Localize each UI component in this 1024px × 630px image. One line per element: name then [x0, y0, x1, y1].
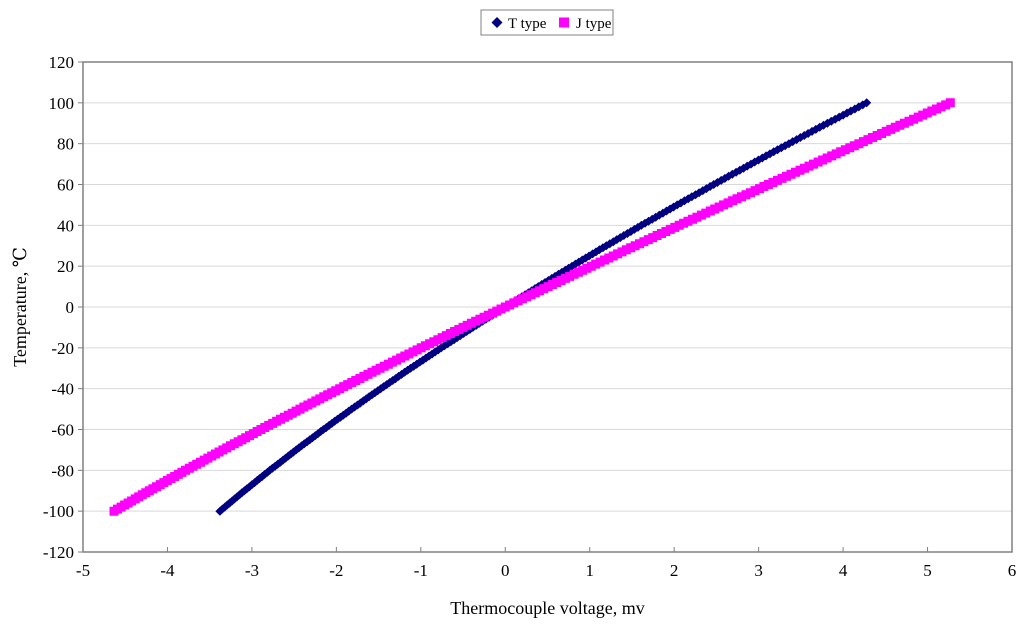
x-tick-label: 6	[1008, 561, 1017, 580]
legend: T type J type	[480, 9, 614, 36]
legend-box	[480, 9, 614, 36]
x-tick-label: -4	[160, 561, 175, 580]
x-tick-label: -5	[76, 561, 90, 580]
x-tick-label: 3	[754, 561, 763, 580]
x-tick-label: -2	[329, 561, 343, 580]
y-tick-label: -40	[51, 380, 74, 399]
x-tick-label: 5	[923, 561, 932, 580]
axis-tick-labels: -5 -4 -3 -2 -1 0 1 2 3 4 5 6 -120 -100 -80 -60 -40 -20 0 20…	[43, 53, 1016, 580]
series-group	[109, 98, 955, 516]
y-tick-label: -100	[43, 502, 74, 521]
y-tick-label: 0	[66, 298, 75, 317]
y-tick-label: -120	[43, 543, 74, 562]
y-tick-label: 100	[49, 94, 75, 113]
y-tick-label: -20	[51, 339, 74, 358]
x-axis-title: Thermocouple voltage, mv	[450, 598, 644, 618]
y-tick-label: 60	[57, 176, 74, 195]
y-tick-label: 40	[57, 216, 74, 235]
x-tick-label: -1	[414, 561, 428, 580]
y-tick-label: 20	[57, 257, 74, 276]
y-tick-label: 120	[49, 53, 75, 72]
legend-label: T type	[508, 16, 547, 32]
y-tick-label: -80	[51, 461, 74, 480]
legend-diamond-icon	[491, 17, 503, 28]
y-axis-title: Temperature, ℃	[10, 247, 30, 367]
x-tick-label: -3	[245, 561, 259, 580]
axis-ticks	[78, 61, 1013, 553]
x-tick-label: 2	[670, 561, 679, 580]
y-tick-label: 80	[57, 135, 74, 154]
x-tick-label: 4	[839, 561, 848, 580]
y-tick-label: -60	[51, 421, 74, 440]
legend-label: J type	[576, 16, 612, 32]
legend-square-icon	[559, 17, 569, 28]
x-tick-label: 0	[501, 561, 510, 580]
series-j-type	[109, 98, 955, 516]
x-tick-label: 1	[585, 561, 594, 580]
